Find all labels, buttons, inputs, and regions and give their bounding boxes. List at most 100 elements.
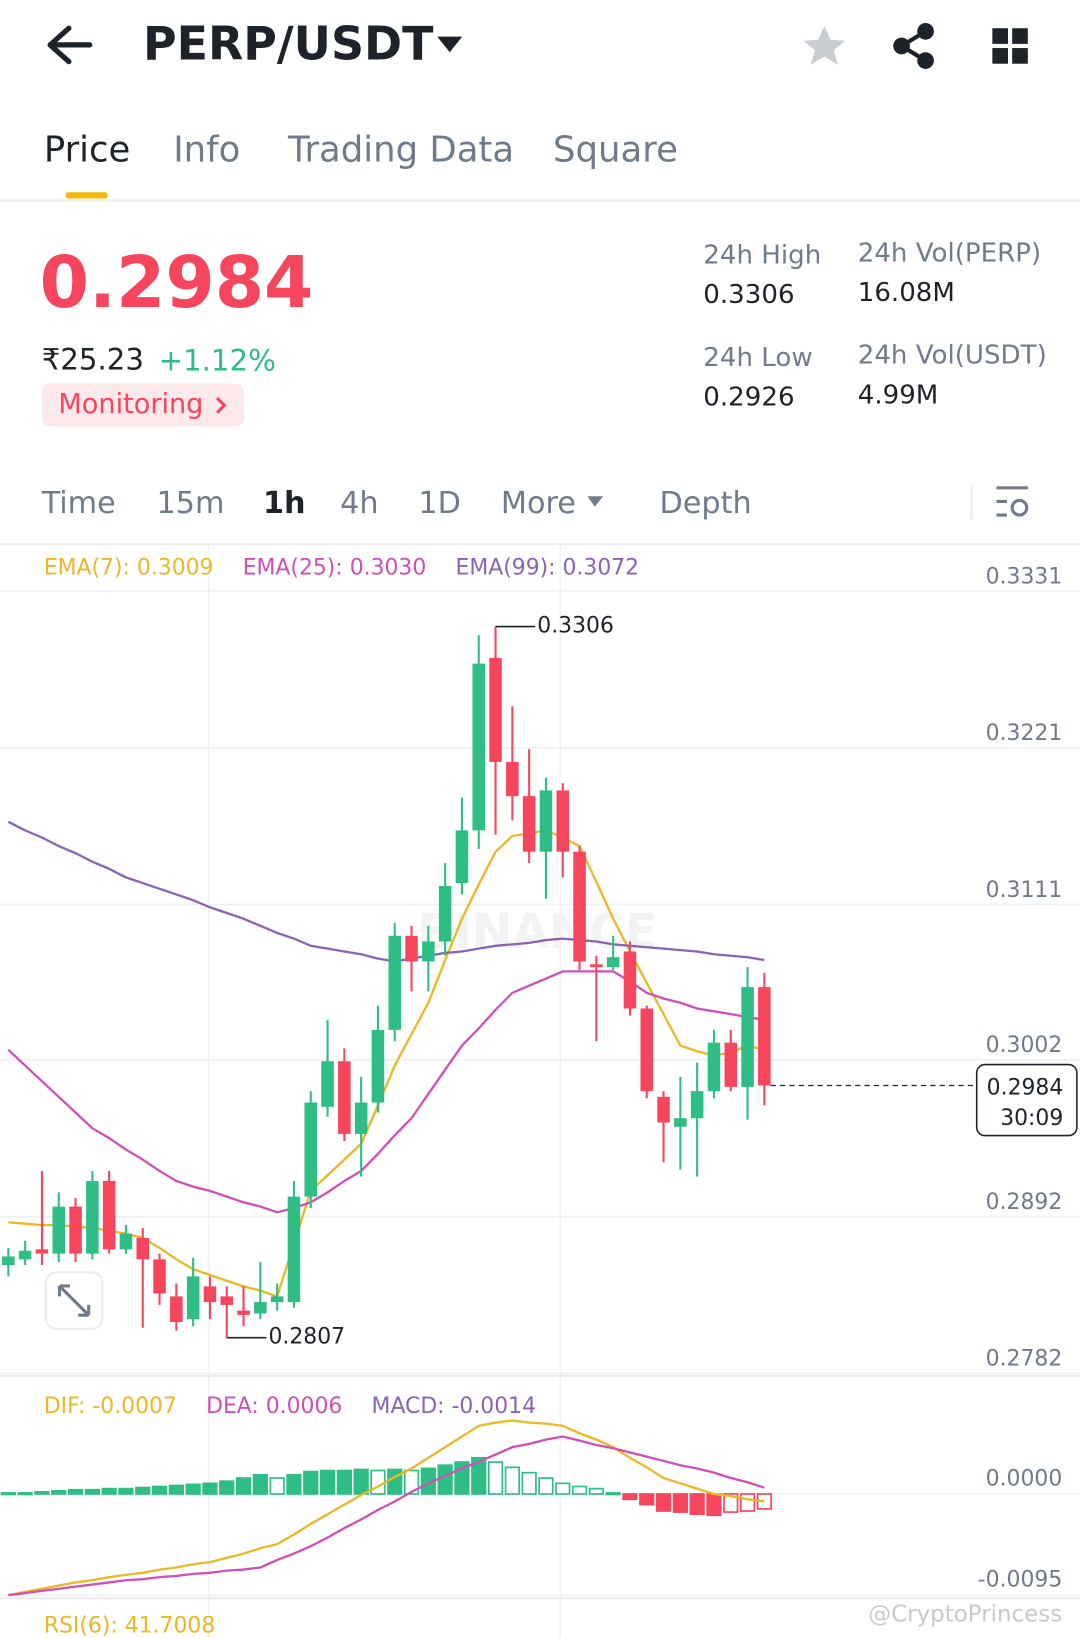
- interval-active[interactable]: 1h: [263, 486, 306, 521]
- candle-body: [640, 1008, 654, 1092]
- settings-gear: [1010, 498, 1029, 517]
- y-tick-label: 0.0000: [986, 1466, 1063, 1491]
- tab[interactable]: Trading Data: [287, 129, 514, 170]
- interval[interactable]: 1D: [418, 486, 461, 521]
- candle-body: [86, 1180, 99, 1254]
- candle-body: [556, 790, 570, 852]
- macd-bar: [353, 1468, 369, 1495]
- macd-bar: [571, 1485, 588, 1495]
- stat-label: 24h Vol(PERP): [858, 238, 1041, 268]
- expand-icon: [57, 1284, 91, 1317]
- macd-bar: [319, 1469, 336, 1495]
- grid-cell: [1012, 48, 1028, 64]
- back-button[interactable]: [47, 25, 93, 65]
- monitoring-label: Monitoring: [58, 389, 203, 420]
- macd-bar: [672, 1493, 688, 1513]
- ema-line: [7, 970, 765, 1214]
- share-lines: [897, 29, 927, 63]
- share-button[interactable]: [893, 22, 934, 69]
- macd-bar: [521, 1471, 537, 1495]
- candle-body: [690, 1091, 704, 1119]
- macd-bar: [0, 1492, 16, 1496]
- candle-body: [270, 1296, 284, 1303]
- chart-settings[interactable]: [996, 486, 1029, 517]
- candle-body: [539, 790, 553, 852]
- y-tick-label: -0.0095: [978, 1568, 1063, 1593]
- candle-body: [35, 1249, 49, 1254]
- stat-value: 4.99M: [858, 380, 939, 410]
- more-dropdown[interactable]: [587, 496, 604, 507]
- candle-body: [472, 663, 486, 831]
- tab-indicator: [65, 192, 108, 199]
- tab-active[interactable]: Price: [44, 129, 131, 170]
- candle-body: [153, 1259, 166, 1294]
- chart-layer: 0.3331 0.3221 0.3111 0.3002 0.2892 0.2782 EMA(…: [0, 555, 1080, 1638]
- candle-body: [354, 1102, 368, 1134]
- macd-bar: [538, 1477, 554, 1495]
- y-tick-label: 0.3111: [986, 878, 1063, 903]
- macd-bar: [269, 1477, 285, 1495]
- grid-menu[interactable]: [992, 28, 1028, 64]
- price-change: +1.12%: [159, 343, 276, 377]
- legend-entry: MACD: -0.0014: [372, 1394, 536, 1419]
- macd-bar: [471, 1456, 487, 1495]
- interval-more[interactable]: More: [501, 486, 576, 521]
- countdown: 30:09: [1000, 1106, 1063, 1131]
- candle-body: [455, 830, 469, 884]
- candle-body: [321, 1061, 334, 1107]
- low-label: 0.2807: [268, 1325, 345, 1350]
- ema-line: [8, 829, 765, 1298]
- stat-value: 16.08M: [858, 278, 955, 308]
- pair-title[interactable]: PERP/USDT: [143, 16, 434, 70]
- candle-body: [590, 964, 603, 968]
- tab[interactable]: Info: [173, 129, 240, 170]
- candle-body: [287, 1196, 301, 1303]
- interval[interactable]: Time: [41, 486, 116, 521]
- macd-line: [8, 1419, 765, 1597]
- y-tick-label: 0.3002: [986, 1033, 1063, 1058]
- macd-bar: [403, 1469, 420, 1495]
- macd-bar: [723, 1493, 739, 1513]
- macd-bar: [252, 1473, 268, 1495]
- stat-value: 0.3306: [703, 280, 794, 310]
- high-label: 0.3306: [537, 614, 614, 639]
- interval[interactable]: Depth: [659, 486, 751, 521]
- grid-cell: [1012, 28, 1028, 44]
- candle-body: [254, 1302, 267, 1314]
- favorite-star[interactable]: [803, 26, 846, 65]
- grid-cell: [992, 48, 1008, 64]
- macd-bar: [588, 1487, 604, 1495]
- macd-bar: [286, 1473, 302, 1495]
- candle-body: [657, 1096, 670, 1123]
- expand-button[interactable]: [44, 1271, 104, 1330]
- legend-entry: EMA(25): 0.3030: [243, 555, 427, 580]
- macd-bar: [639, 1493, 655, 1506]
- interval[interactable]: 15m: [157, 486, 225, 521]
- macd-bar: [555, 1482, 571, 1495]
- last-price: 0.2984: [40, 241, 314, 324]
- tab[interactable]: Square: [553, 129, 678, 170]
- macd-bar: [202, 1482, 218, 1495]
- monitoring-button[interactable]: Monitoring: [41, 383, 245, 427]
- interval[interactable]: 4h: [340, 486, 378, 521]
- settings-lines: [996, 486, 1028, 517]
- candle-body: [102, 1180, 116, 1250]
- macd-bar: [370, 1469, 386, 1495]
- pair-dropdown[interactable]: [437, 36, 463, 53]
- candle-body: [422, 941, 435, 962]
- macd-bar: [739, 1493, 756, 1512]
- macd-bar: [487, 1461, 504, 1495]
- candle-body: [186, 1276, 200, 1320]
- ema-line: [7, 820, 765, 963]
- candle-body: [506, 761, 519, 797]
- candle-body: [741, 987, 754, 1087]
- macd-bar: [151, 1485, 168, 1495]
- macd-bar: [437, 1464, 453, 1495]
- macd-bar: [34, 1491, 50, 1495]
- fiat-price: ₹25.23: [42, 342, 144, 376]
- back-arrow: [47, 25, 93, 65]
- candle-body: [18, 1250, 32, 1260]
- candle-body: [388, 935, 402, 1030]
- macd-bar: [235, 1477, 252, 1495]
